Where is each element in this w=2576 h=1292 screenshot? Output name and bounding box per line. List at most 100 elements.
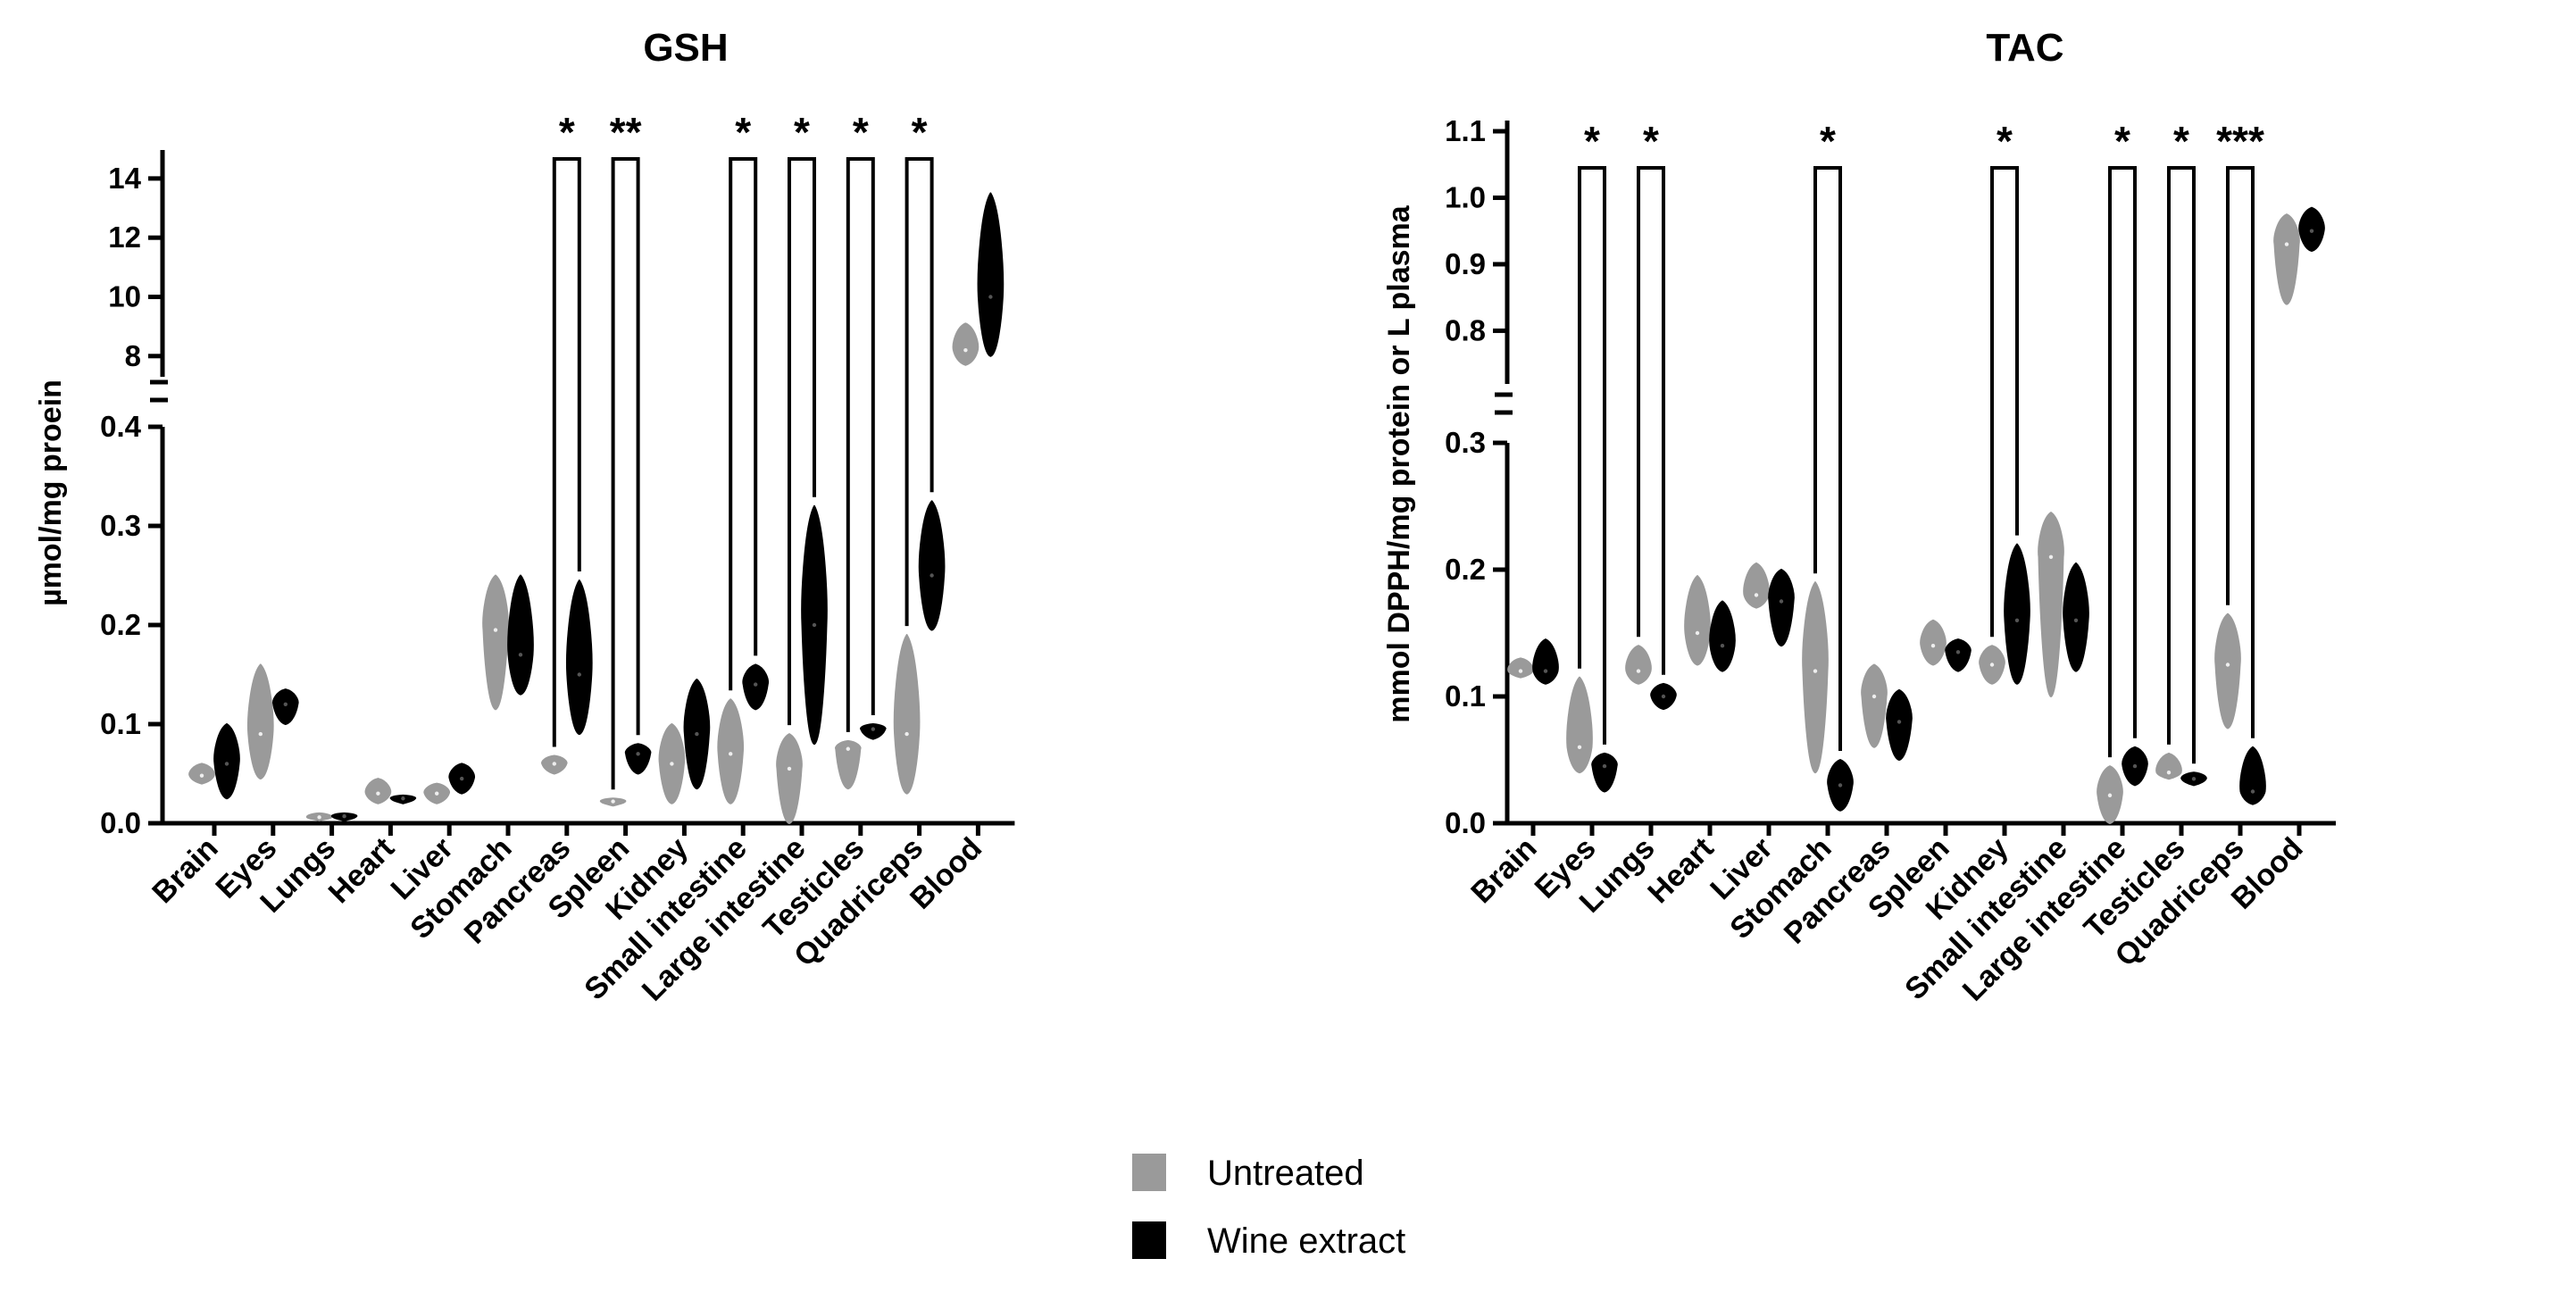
untreated-violin-pancreas xyxy=(1861,663,1888,748)
sig-bracket-kidney xyxy=(1990,166,2019,638)
sig-label-eyes: * xyxy=(1584,118,1600,164)
legend-label-wine-extract: Wine extract xyxy=(1207,1221,1405,1261)
wine-extract-violin-eyes-median xyxy=(283,702,288,706)
untreated-violin-blood-median xyxy=(963,347,968,353)
tac-y-tick-label: 0.9 xyxy=(1445,247,1486,280)
wine-extract-violin-small-intestine-median xyxy=(2073,618,2079,622)
sig-label-spleen: ** xyxy=(610,109,642,155)
wine-extract-violin-kidney-median xyxy=(2014,618,2020,622)
untreated-violin-large-intestine-median xyxy=(787,766,792,771)
wine-extract-violin-pancreas-median xyxy=(1897,720,1902,724)
legend-label-untreated: Untreated xyxy=(1207,1154,1364,1193)
wine-extract-violin-blood-median xyxy=(2309,229,2314,233)
untreated-violin-heart xyxy=(364,778,392,804)
untreated-violin-lungs-median xyxy=(317,815,321,820)
tac-y-tick-label: 1.1 xyxy=(1445,114,1486,147)
legend-swatch-wine-extract xyxy=(1132,1221,1166,1259)
wine-extract-violin-quadriceps xyxy=(2239,746,2266,805)
sig-bracket-quadriceps xyxy=(905,157,934,627)
gsh-y-tick-label: 8 xyxy=(125,339,141,372)
tac-y-tick-label: 0.1 xyxy=(1445,679,1486,713)
wine-extract-violin-pancreas xyxy=(566,579,593,736)
wine-extract-violin-small-intestine-median xyxy=(754,682,758,687)
sig-label-lungs: * xyxy=(1643,118,1659,164)
tac-y-tick-label: 0.3 xyxy=(1445,426,1486,459)
untreated-violin-liver-median xyxy=(1754,593,1759,597)
sig-label-pancreas: * xyxy=(559,109,575,155)
untreated-violin-spleen-median xyxy=(1930,644,1936,648)
untreated-violin-eyes xyxy=(1566,676,1593,774)
gsh-panel: GSH µmol/mg proein 0.0 0.1 0.2 0.3 0.4 8 10 12 14 B… xyxy=(34,26,1015,1008)
sig-bracket-large-intestine xyxy=(2108,166,2137,758)
wine-extract-violin-kidney xyxy=(2004,543,2030,685)
sig-label-large-intestine: * xyxy=(2114,118,2130,164)
sig-label-quadriceps: * xyxy=(912,109,928,155)
x-label-brain: Brain xyxy=(146,831,224,910)
gsh-y-axis-title: µmol/mg proein xyxy=(34,379,68,606)
untreated-violin-pancreas-median xyxy=(1872,694,1877,699)
sig-bracket-quadriceps xyxy=(2226,166,2255,738)
untreated-violin-testicles-median xyxy=(2166,771,2172,775)
untreated-violin-brain xyxy=(188,763,215,785)
wine-extract-violin-stomach-median xyxy=(518,653,523,657)
untreated-violin-small-intestine-median xyxy=(729,752,733,756)
wine-extract-violin-pancreas-median xyxy=(577,672,581,677)
gsh-y-tick-label: 0.2 xyxy=(100,608,141,641)
wine-extract-violin-spleen xyxy=(1945,638,1972,672)
sig-bracket-testicles xyxy=(846,157,875,732)
wine-extract-violin-blood xyxy=(977,192,1005,357)
wine-extract-violin-quadriceps xyxy=(918,500,946,631)
untreated-violin-brain-median xyxy=(1518,669,1523,673)
sig-bracket-spleen xyxy=(611,157,640,790)
untreated-violin-heart-median xyxy=(1695,630,1700,636)
untreated-violin-brain-median xyxy=(199,773,204,778)
gsh-y-tick-label: 10 xyxy=(108,279,141,313)
wine-extract-violin-spleen-median xyxy=(636,752,640,756)
x-label-brain: Brain xyxy=(1464,831,1543,910)
wine-extract-violin-heart-median xyxy=(1720,644,1725,648)
wine-extract-violin-kidney-median xyxy=(695,731,699,737)
untreated-violin-small-intestine xyxy=(717,698,744,804)
wine-extract-violin-testicles xyxy=(860,723,887,740)
untreated-violin-blood-median xyxy=(2284,242,2289,246)
wine-extract-violin-small-intestine xyxy=(742,663,769,711)
untreated-violin-brain xyxy=(1507,657,1534,679)
untreated-violin-liver-median xyxy=(435,791,439,796)
wine-extract-violin-eyes-median xyxy=(1602,763,1607,769)
wine-extract-violin-eyes xyxy=(1591,752,1618,793)
wine-extract-violin-liver-median xyxy=(460,776,464,781)
wine-extract-violin-lungs-median xyxy=(1661,694,1666,699)
sig-label-kidney: * xyxy=(1997,118,2013,164)
wine-extract-violin-quadriceps-median xyxy=(2250,789,2255,794)
untreated-violin-pancreas-median xyxy=(552,762,556,766)
untreated-violin-stomach-median xyxy=(1813,669,1818,673)
untreated-violin-stomach xyxy=(1802,581,1829,774)
gsh-y-tick-label: 0.4 xyxy=(100,410,142,443)
untreated-violin-liver xyxy=(1743,562,1770,609)
sig-label-stomach: * xyxy=(1820,118,1836,164)
x-label-heart: Heart xyxy=(322,831,401,910)
untreated-violin-kidney-median xyxy=(1989,663,1995,667)
wine-extract-violin-large-intestine-median xyxy=(2132,763,2138,769)
wine-extract-violin-spleen-median xyxy=(1955,650,1961,654)
untreated-violin-testicles xyxy=(2155,752,2182,780)
untreated-violin-heart-median xyxy=(376,791,380,796)
gsh-y-tick-label: 0.3 xyxy=(100,509,141,542)
wine-extract-violin-brain xyxy=(1532,638,1559,685)
wine-extract-violin-stomach xyxy=(507,574,534,696)
untreated-violin-testicles-median xyxy=(846,746,850,751)
untreated-violin-kidney-median xyxy=(670,762,674,766)
wine-extract-violin-large-intestine-median xyxy=(812,622,817,628)
wine-extract-violin-stomach-median xyxy=(1838,783,1843,788)
wine-extract-violin-lungs-median xyxy=(342,814,346,819)
tac-panel: TAC mmol DPPH/mg protein or L plasma 0.0 0.… xyxy=(1382,26,2336,1008)
tac-chart-title: TAC xyxy=(1986,26,2063,70)
untreated-violin-small-intestine xyxy=(2038,512,2064,697)
untreated-violin-large-intestine-median xyxy=(2107,793,2113,797)
wine-extract-violin-brain xyxy=(213,723,240,800)
untreated-violin-stomach xyxy=(482,574,509,711)
untreated-violin-eyes-median xyxy=(1577,745,1582,749)
untreated-violin-testicles xyxy=(835,739,862,790)
gsh-y-tick-label: 0.1 xyxy=(100,707,141,740)
